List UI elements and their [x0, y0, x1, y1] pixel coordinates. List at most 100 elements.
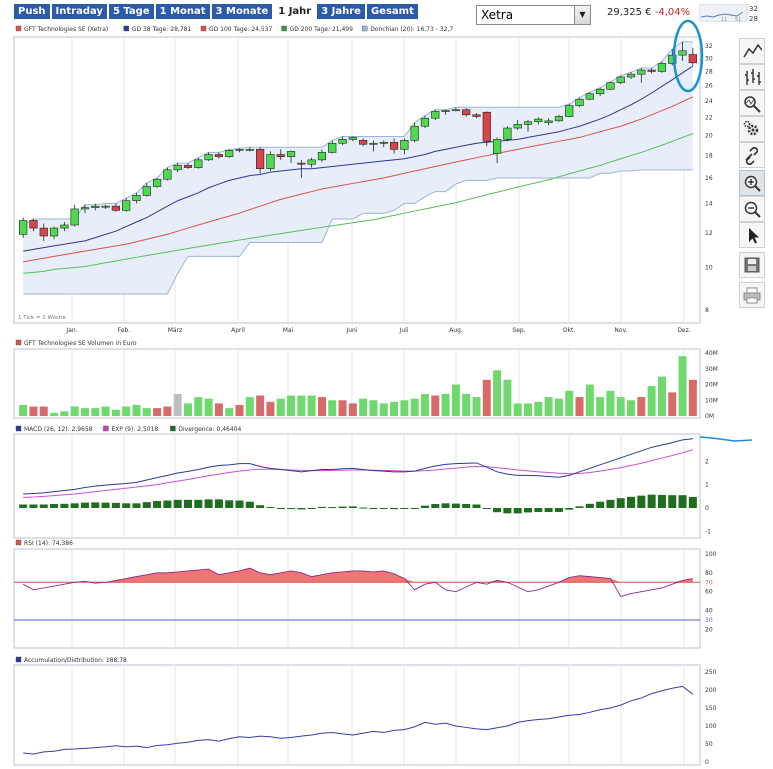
divergence-bar-46 [493, 508, 502, 513]
rsi-y-tick-4: 40 [705, 608, 713, 615]
indicator-button[interactable] [739, 90, 765, 116]
sparkline-mid-2: 51 [735, 17, 741, 22]
candle-body-49 [523, 121, 533, 125]
macd-y-tick-2: 1 [705, 482, 709, 489]
divergence-bar-19 [214, 499, 223, 508]
rsi-legend-swatch-0 [15, 539, 22, 546]
price-x-label-1: Feb. [118, 327, 131, 334]
price-y-tick-10: 28 [705, 68, 713, 75]
macd-signal-line [23, 449, 693, 498]
price-y-tick-0: 8 [705, 307, 709, 314]
divergence-bar-65 [688, 497, 697, 508]
tab-1-jahr[interactable]: 1 Jahr [274, 4, 316, 19]
settings-button[interactable] [739, 116, 765, 142]
volume-bar-12 [142, 408, 151, 416]
save-button[interactable] [739, 252, 765, 278]
zoom-in-button[interactable] [739, 170, 765, 196]
candle-body-2 [39, 227, 48, 237]
divergence-bar-20 [225, 500, 234, 508]
price-x-label-3: April [231, 327, 245, 334]
candle-body-10 [122, 200, 131, 211]
volume-y-tick-4: 40M [705, 350, 718, 357]
tab-3-jahre[interactable]: 3 Jahre [317, 4, 365, 19]
candle-body-38 [410, 125, 419, 141]
volume-bar-61 [647, 386, 656, 416]
divergence-bar-42 [451, 503, 460, 508]
candle-body-5 [70, 208, 79, 226]
pointer-button[interactable] [739, 222, 765, 248]
candle-body-55 [585, 93, 594, 100]
zoom-out-icon [744, 201, 761, 218]
volume-bar-8 [101, 406, 110, 416]
candle-body-0 [19, 220, 28, 235]
zoom-out-button[interactable] [739, 196, 765, 222]
tab-3-monate[interactable]: 3 Monate [211, 4, 273, 19]
tab-push[interactable]: Push [14, 4, 50, 19]
timeframe-tabs: Push Intraday 5 Tage 1 Monat 3 Monate 1 Jahr 3… [14, 4, 418, 19]
candle-body-64 [678, 50, 687, 56]
tab-gesamt[interactable]: Gesamt [366, 4, 418, 19]
volume-bar-60 [637, 397, 646, 416]
candle-body-9 [111, 205, 120, 211]
rsi-overbought-fill [23, 568, 693, 583]
price-y-tick-6: 20 [705, 133, 713, 140]
link-button[interactable] [739, 142, 765, 168]
print-button[interactable] [739, 282, 765, 308]
price-legend-swatch-1 [123, 25, 130, 32]
line-chart-button[interactable] [739, 38, 765, 64]
volume-bar-45 [482, 379, 491, 416]
sma38-line [23, 65, 694, 252]
chevron-down-icon[interactable]: ▼ [574, 6, 590, 24]
volume-y-tick-1: 10M [705, 397, 718, 404]
candle-body-34 [369, 142, 378, 145]
volume-bar-40 [431, 395, 440, 416]
volume-bar-39 [420, 393, 429, 416]
settings-icon [743, 120, 759, 136]
ohlc-chart-button[interactable] [739, 64, 765, 90]
candle-body-39 [420, 117, 430, 127]
volume-bar-48 [513, 403, 522, 416]
candle-body-45 [482, 111, 491, 142]
tab-5-tage[interactable]: 5 Tage [108, 4, 154, 19]
candle-body-25 [276, 154, 285, 157]
divergence-bar-58 [616, 498, 625, 508]
candle-body-31 [338, 139, 347, 144]
candle-body-12 [142, 186, 151, 196]
tab-1-monat[interactable]: 1 Monat [155, 4, 210, 19]
volume-bar-14 [163, 406, 172, 416]
tab-intraday[interactable]: Intraday [51, 4, 107, 19]
volume-bar-25 [276, 398, 285, 416]
price-x-label-11: Dez. [677, 327, 690, 334]
volume-bar-5 [70, 406, 79, 416]
volume-bar-44 [472, 397, 481, 416]
price-x-label-6: Juli [399, 327, 409, 334]
price-x-label-5: Juni [345, 327, 357, 334]
divergence-bar-7 [91, 502, 100, 508]
price-legend-swatch-4 [362, 25, 368, 32]
divergence-bar-28 [307, 508, 316, 509]
macd-y-tick-3: 2 [705, 458, 709, 465]
divergence-bar-61 [647, 494, 656, 508]
candle-body-44 [472, 114, 481, 117]
price-legend-swatch-0 [15, 25, 22, 32]
volume-bar-58 [616, 397, 625, 416]
candle-body-15 [173, 165, 182, 171]
divergence-bar-37 [400, 508, 409, 509]
divergence-bar-40 [431, 504, 440, 508]
volume-bar-20 [225, 408, 234, 416]
candle-body-56 [596, 88, 605, 95]
rsi-line [22, 567, 693, 597]
exchange-select[interactable]: Xetra ▼ [476, 5, 591, 25]
ad-legend-label-0: Accumulation/Distribution: 188,78 [24, 657, 127, 664]
sparkline-low: 28 [749, 15, 758, 22]
volume-frame [13, 348, 701, 419]
volume-bar-54 [575, 397, 584, 416]
candle-body-32 [348, 137, 357, 140]
candle-body-19 [214, 154, 224, 157]
price-x-label-9: Okt. [563, 327, 576, 334]
macd-legend-label-1: EXP (9): 2,5018 [111, 426, 158, 433]
volume-bar-55 [585, 384, 594, 416]
candle-body-6 [80, 207, 90, 210]
volume-bar-16 [184, 403, 192, 416]
divergence-bar-16 [184, 499, 192, 508]
